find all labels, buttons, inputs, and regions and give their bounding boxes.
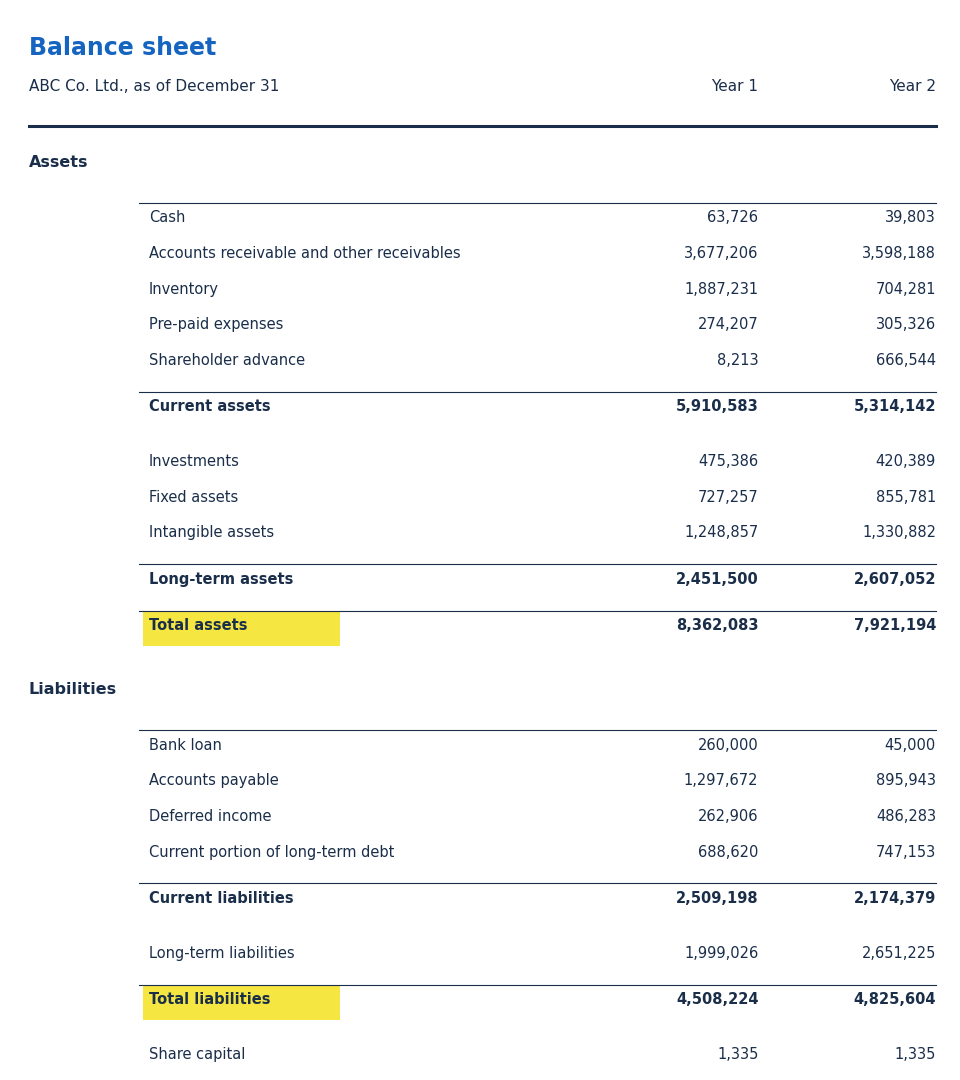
Text: Intangible assets: Intangible assets bbox=[149, 526, 274, 540]
Text: Accounts payable: Accounts payable bbox=[149, 773, 278, 788]
Text: Current assets: Current assets bbox=[149, 400, 271, 414]
Text: Current portion of long-term debt: Current portion of long-term debt bbox=[149, 845, 395, 860]
Text: 1,999,026: 1,999,026 bbox=[684, 946, 758, 961]
Text: 1,297,672: 1,297,672 bbox=[684, 773, 758, 788]
Text: Deferred income: Deferred income bbox=[149, 809, 272, 824]
Text: 8,362,083: 8,362,083 bbox=[676, 618, 758, 633]
Text: 305,326: 305,326 bbox=[876, 318, 936, 333]
Text: Fixed assets: Fixed assets bbox=[149, 490, 238, 504]
Text: Bank loan: Bank loan bbox=[149, 738, 222, 753]
Text: 2,607,052: 2,607,052 bbox=[853, 571, 936, 586]
Text: 5,910,583: 5,910,583 bbox=[676, 400, 758, 414]
Text: Shareholder advance: Shareholder advance bbox=[149, 353, 305, 368]
Text: 1,335: 1,335 bbox=[895, 1048, 936, 1062]
Text: 2,451,500: 2,451,500 bbox=[676, 571, 758, 586]
Text: Total assets: Total assets bbox=[149, 618, 248, 633]
Text: 262,906: 262,906 bbox=[698, 809, 758, 824]
Text: Cash: Cash bbox=[149, 211, 185, 226]
Text: Investments: Investments bbox=[149, 455, 240, 469]
Text: Inventory: Inventory bbox=[149, 282, 219, 297]
Text: Long-term liabilities: Long-term liabilities bbox=[149, 946, 295, 961]
Text: Year 1: Year 1 bbox=[711, 79, 758, 94]
Text: 855,781: 855,781 bbox=[876, 490, 936, 504]
Text: 3,598,188: 3,598,188 bbox=[862, 246, 936, 261]
Text: 895,943: 895,943 bbox=[876, 773, 936, 788]
Text: Current liabilities: Current liabilities bbox=[149, 891, 294, 906]
Text: 1,248,857: 1,248,857 bbox=[684, 526, 758, 540]
Text: 2,174,379: 2,174,379 bbox=[853, 891, 936, 906]
Text: 63,726: 63,726 bbox=[708, 211, 758, 226]
Text: ABC Co. Ltd., as of December 31: ABC Co. Ltd., as of December 31 bbox=[29, 79, 279, 94]
Text: 2,651,225: 2,651,225 bbox=[862, 946, 936, 961]
Text: 666,544: 666,544 bbox=[876, 353, 936, 368]
Text: Pre-paid expenses: Pre-paid expenses bbox=[149, 318, 283, 333]
Text: Share capital: Share capital bbox=[149, 1048, 245, 1062]
Text: 1,335: 1,335 bbox=[717, 1048, 758, 1062]
Text: 274,207: 274,207 bbox=[698, 318, 758, 333]
Text: Balance sheet: Balance sheet bbox=[29, 36, 216, 59]
Text: Long-term assets: Long-term assets bbox=[149, 571, 293, 586]
Text: 2,509,198: 2,509,198 bbox=[676, 891, 758, 906]
Text: Total liabilities: Total liabilities bbox=[149, 993, 271, 1007]
Text: 45,000: 45,000 bbox=[885, 738, 936, 753]
FancyBboxPatch shape bbox=[143, 986, 340, 1020]
Text: 727,257: 727,257 bbox=[698, 490, 758, 504]
Text: Liabilities: Liabilities bbox=[29, 683, 117, 698]
Text: 747,153: 747,153 bbox=[876, 845, 936, 860]
FancyBboxPatch shape bbox=[143, 612, 340, 646]
Text: 486,283: 486,283 bbox=[876, 809, 936, 824]
Text: 1,887,231: 1,887,231 bbox=[684, 282, 758, 297]
Text: 8,213: 8,213 bbox=[717, 353, 758, 368]
Text: 1,330,882: 1,330,882 bbox=[862, 526, 936, 540]
Text: 3,677,206: 3,677,206 bbox=[684, 246, 758, 261]
Text: Year 2: Year 2 bbox=[889, 79, 936, 94]
Text: 39,803: 39,803 bbox=[885, 211, 936, 226]
Text: 704,281: 704,281 bbox=[876, 282, 936, 297]
Text: 260,000: 260,000 bbox=[698, 738, 758, 753]
Text: 4,825,604: 4,825,604 bbox=[853, 993, 936, 1007]
Text: 420,389: 420,389 bbox=[876, 455, 936, 469]
Text: 7,921,194: 7,921,194 bbox=[853, 618, 936, 633]
Text: 5,314,142: 5,314,142 bbox=[853, 400, 936, 414]
Text: 475,386: 475,386 bbox=[698, 455, 758, 469]
Text: 4,508,224: 4,508,224 bbox=[676, 993, 758, 1007]
Text: Assets: Assets bbox=[29, 156, 88, 170]
Text: 688,620: 688,620 bbox=[698, 845, 758, 860]
Text: Accounts receivable and other receivables: Accounts receivable and other receivable… bbox=[149, 246, 461, 261]
